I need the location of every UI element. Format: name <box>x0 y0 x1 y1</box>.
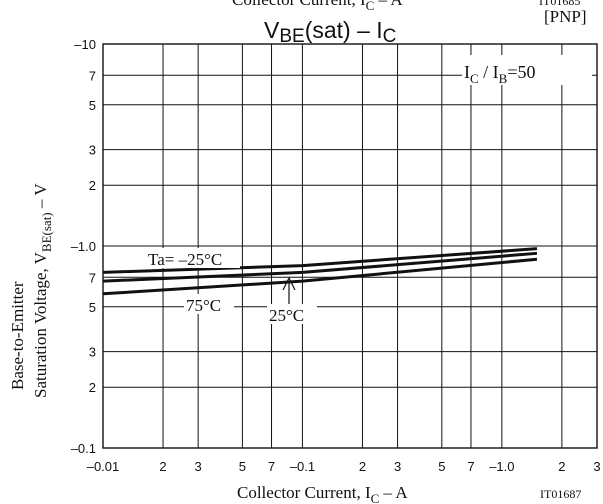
x-tick-label: 5 <box>438 459 445 474</box>
x-tick-label: 5 <box>239 459 246 474</box>
condition-label-text: IC / IB=50 <box>464 62 536 86</box>
x-tick-label: –0.01 <box>87 459 120 474</box>
curve-label-25-arrowhead <box>282 276 296 291</box>
x-tick-label: 3 <box>593 459 600 474</box>
curve-label-25: 25°C <box>267 276 317 325</box>
curve-label-ta-neg25: Ta= –25°C <box>146 248 240 269</box>
x-tick-label: 2 <box>359 459 366 474</box>
y-tick-label: 3 <box>89 345 96 360</box>
x-tick-labels: –0.01 2 3 5 7 –0.1 2 3 5 7 –1.0 2 3 <box>87 459 601 474</box>
y-tick-label: –1.0 <box>71 239 96 254</box>
x-axis-label: Collector Current, IC – A <box>237 483 408 504</box>
series-line-2 <box>102 257 538 296</box>
y-tick-label: –0.1 <box>71 441 96 456</box>
x-tick-label: 2 <box>159 459 166 474</box>
x-tick-label: 7 <box>268 459 275 474</box>
x-tick-label: 3 <box>195 459 202 474</box>
series-line-1 <box>102 251 538 283</box>
plot-area <box>102 43 598 449</box>
polarity-label: [PNP] <box>544 7 587 26</box>
y-tick-label: –10 <box>74 37 96 52</box>
condition-label: IC / IB=50 <box>462 55 592 86</box>
y-tick-label: 7 <box>89 68 96 83</box>
grid-lines <box>103 44 597 448</box>
curve-label-ta-neg25-text: Ta= –25°C <box>148 250 222 269</box>
curve-label-75-text: 75°C <box>186 296 221 315</box>
y-tick-label: 7 <box>89 270 96 285</box>
prev-figure-code: IT01685 <box>539 0 580 8</box>
y-axis-label-line2: Saturation Voltage, VBE(sat) – V <box>31 183 54 398</box>
x-tick-label: 7 <box>467 459 474 474</box>
y-tick-label: 2 <box>89 178 96 193</box>
x-tick-label: 3 <box>394 459 401 474</box>
curve-label-75: 75°C <box>184 294 234 315</box>
plot-frame <box>102 43 598 449</box>
prev-xlabel: Collector Current, IC – A <box>232 0 403 13</box>
y-tick-label: 5 <box>89 98 96 113</box>
x-tick-label: –1.0 <box>489 459 514 474</box>
y-tick-label: 2 <box>89 380 96 395</box>
x-tick-label: –0.1 <box>290 459 315 474</box>
y-tick-labels: –10 7 5 3 2 –1.0 7 5 3 2 –0.1 <box>71 37 96 456</box>
y-tick-label: 3 <box>89 143 96 158</box>
figure-code: IT01687 <box>540 487 581 501</box>
y-axis-label-line1: Base-to-Emitter <box>8 281 27 390</box>
series-group <box>102 247 538 296</box>
curve-label-25-text: 25°C <box>269 306 304 325</box>
y-tick-label: 5 <box>89 300 96 315</box>
x-tick-label: 2 <box>558 459 565 474</box>
series-line-0 <box>102 247 538 274</box>
chart-title: VBE(sat) – IC <box>264 17 396 47</box>
